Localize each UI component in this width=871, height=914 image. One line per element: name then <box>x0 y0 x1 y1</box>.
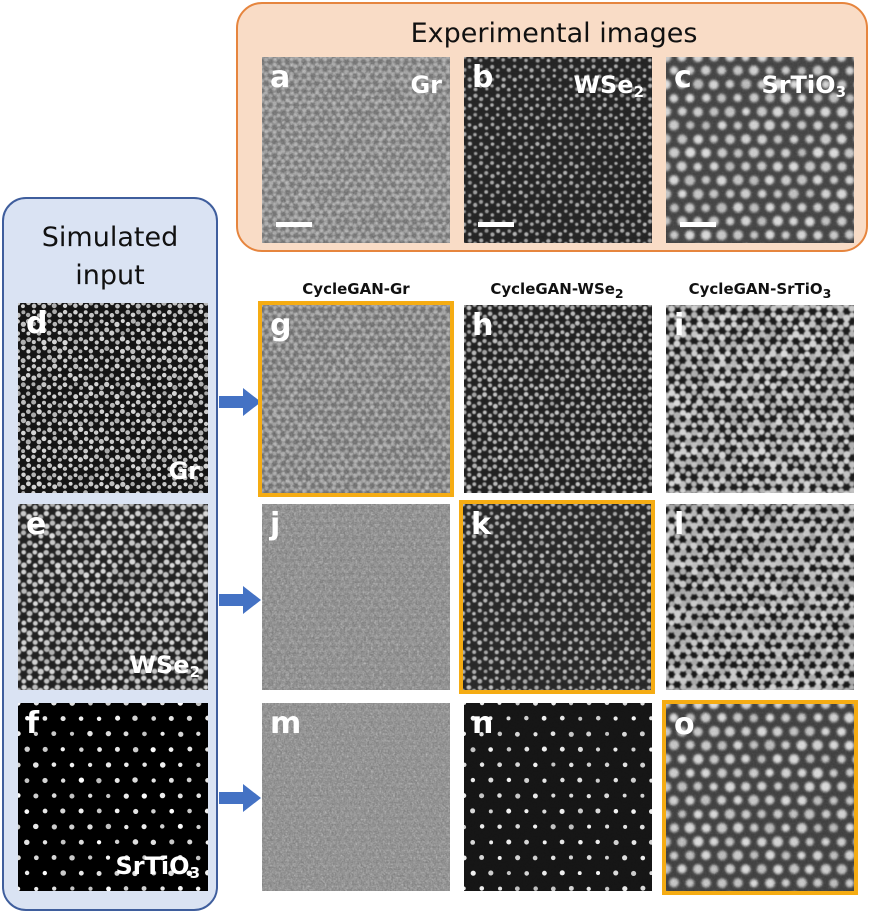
micrograph-texture <box>666 504 854 690</box>
material-text: SrTiO <box>115 852 189 880</box>
panel-label: g <box>270 311 291 341</box>
panel-a-experimental-gr: a Gr <box>262 57 450 243</box>
scale-bar <box>478 222 514 227</box>
material-text: SrTiO <box>761 71 835 99</box>
panel-j-cyclegan-gr-from-wse2: j <box>262 504 450 690</box>
column-heading-cyclegan-wse2: CycleGAN-WSe2 <box>462 280 652 301</box>
panel-i-cyclegan-srtio3-from-gr: i <box>666 305 854 493</box>
column-heading-cyclegan-srtio3: CycleGAN-SrTiO3 <box>664 280 856 301</box>
panel-e-simulated-wse2: e WSe2 <box>18 504 208 690</box>
column-heading-subscript: 2 <box>615 286 624 301</box>
scale-bar <box>680 222 716 227</box>
material-label: SrTiO3 <box>761 73 846 100</box>
column-heading-text: CycleGAN-WSe <box>490 280 615 298</box>
panel-label: c <box>674 63 692 93</box>
material-label: WSe2 <box>130 653 200 680</box>
panel-o-cyclegan-srtio3-from-srtio3: o <box>662 700 858 895</box>
panel-label: m <box>270 709 301 739</box>
micrograph-texture <box>262 504 450 690</box>
panel-label: b <box>472 63 493 93</box>
panel-label: f <box>26 709 39 739</box>
panel-label: i <box>674 311 684 341</box>
micrograph-texture <box>666 305 854 493</box>
simulated-input-title: Simulated input <box>4 219 216 295</box>
panel-label: n <box>472 709 493 739</box>
column-heading-text: CycleGAN-SrTiO <box>689 280 823 298</box>
micrograph-texture <box>463 504 651 690</box>
panel-label: l <box>674 510 684 540</box>
panel-m-cyclegan-gr-from-srtio3: m <box>262 703 450 891</box>
panel-label: k <box>471 510 491 540</box>
material-subscript: 2 <box>634 83 644 101</box>
panel-label: d <box>26 309 47 339</box>
arrow-right-icon <box>219 388 261 416</box>
panel-n-cyclegan-wse2-from-srtio3: n <box>464 703 652 891</box>
panel-label: o <box>674 710 695 740</box>
arrow-right-icon <box>219 784 261 812</box>
panel-d-simulated-gr: d Gr <box>18 303 208 493</box>
panel-label: e <box>26 510 46 540</box>
panel-b-experimental-wse2: b WSe2 <box>464 57 652 243</box>
panel-label: j <box>270 510 280 540</box>
material-text: WSe <box>574 71 634 99</box>
material-subscript: 2 <box>190 663 200 681</box>
material-label: WSe2 <box>574 73 644 100</box>
panel-h-cyclegan-wse2-from-gr: h <box>464 305 652 493</box>
material-subscript: 3 <box>836 83 846 101</box>
column-heading-subscript: 3 <box>823 286 832 301</box>
simulated-title-line1: Simulated <box>4 219 216 257</box>
material-text: Gr <box>410 71 442 99</box>
arrow-right-icon <box>219 586 261 614</box>
panel-f-simulated-srtio3: f SrTiO3 <box>18 703 208 891</box>
simulated-title-line2: input <box>4 257 216 295</box>
scale-bar <box>276 222 312 227</box>
material-text: WSe <box>130 651 190 679</box>
experimental-images-title: Experimental images <box>238 18 870 49</box>
panel-label: h <box>472 311 493 341</box>
material-label: Gr <box>410 73 442 97</box>
material-label: SrTiO3 <box>115 854 200 881</box>
panel-label: a <box>270 63 290 93</box>
column-heading-text: CycleGAN-Gr <box>302 280 409 298</box>
material-text: Gr <box>168 457 200 485</box>
panel-c-experimental-srtio3: c SrTiO3 <box>666 57 854 243</box>
panel-k-cyclegan-wse2-from-wse2: k <box>459 500 655 694</box>
panel-l-cyclegan-srtio3-from-wse2: l <box>666 504 854 690</box>
column-heading-cyclegan-gr: CycleGAN-Gr <box>262 280 450 298</box>
material-label: Gr <box>168 459 200 483</box>
material-subscript: 3 <box>190 864 200 882</box>
panel-g-cyclegan-gr-from-gr: g <box>258 301 454 497</box>
